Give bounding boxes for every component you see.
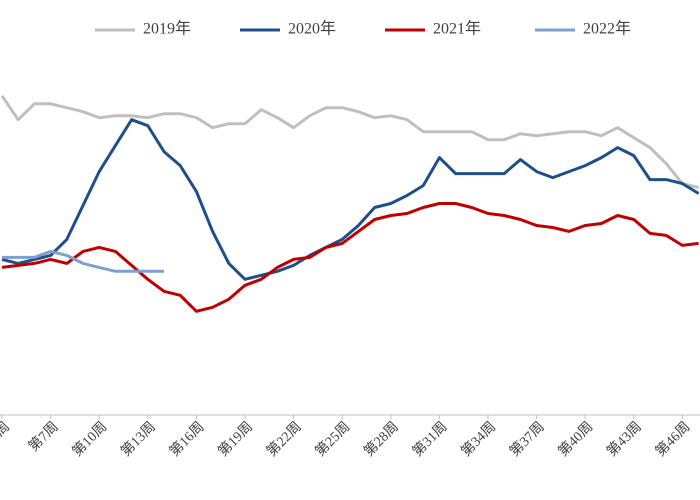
legend-item: 2019年 [95,20,191,38]
x-tick-label: 第31周 [409,418,451,460]
x-tick-label: 第22周 [263,418,305,460]
series-line [1,118,700,281]
legend-item: 2022年 [535,20,631,38]
legend-label: 2021年 [433,20,481,38]
legend-label: 2019年 [143,20,191,38]
x-tick-label: 第13周 [117,418,159,460]
x-tick-label: 第28周 [360,418,402,460]
x-tick-label: 第34周 [457,418,499,460]
x-tick-label: 第7周 [25,418,62,455]
legend-label: 2022年 [583,20,631,38]
x-tick-label: 第10周 [69,418,111,460]
legend-label: 2020年 [288,20,336,38]
x-tick-label: 第16周 [166,418,208,460]
x-tick-label: 第40周 [555,418,597,460]
x-tick-label: 第37周 [506,418,548,460]
legend-item: 2020年 [240,20,336,38]
series-line [1,202,699,313]
x-tick-label: 第25周 [312,418,354,460]
x-tick-label: 第46周 [652,418,694,460]
series-line [0,94,699,189]
x-tick-label: 第43周 [603,418,645,460]
legend-item: 2021年 [385,20,481,38]
x-tick-label: 第19周 [214,418,256,460]
series-line [2,249,164,273]
x-tick-label: 第4周 [0,418,13,455]
